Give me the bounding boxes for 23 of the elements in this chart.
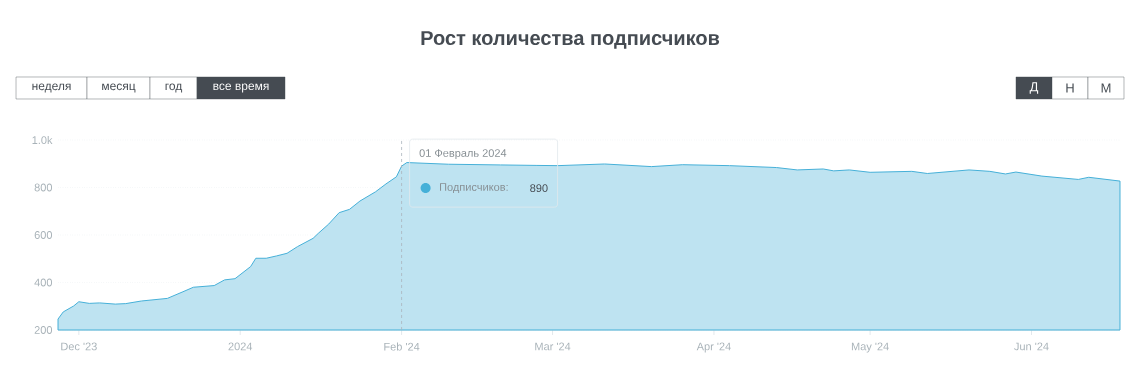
text: Д: [1029, 82, 1039, 94]
x-tick-label: Jun '24: [1014, 342, 1049, 351]
x-tick-label: Mar '24: [535, 342, 571, 351]
y-tick-label: 600: [34, 231, 53, 239]
text: все время: [213, 83, 269, 93]
text: М: [1101, 83, 1111, 93]
annotation: 01 Февраль 2024: [419, 149, 507, 160]
x-tick-label: May '24: [851, 342, 889, 353]
text: неделя: [32, 83, 71, 93]
x-tick-label: Feb '24: [384, 342, 420, 351]
y-tick-label: 200: [34, 326, 53, 334]
y-tick-label: 800: [34, 183, 53, 192]
y-tick-label: 1.0k: [32, 135, 53, 145]
x-tick-label: 2024: [228, 342, 253, 351]
chart-title: Рост количества подписчиков: [421, 31, 720, 49]
text: месяц: [102, 83, 136, 93]
x-tick-label: Apr '24: [696, 342, 731, 353]
legend-label: Подписчиков:: [440, 183, 508, 194]
annotation: 890: [530, 184, 548, 193]
text: Н: [1066, 83, 1074, 93]
text: год: [165, 83, 183, 93]
x-tick-label: Dec '23: [61, 342, 97, 351]
y-tick-label: 400: [34, 278, 53, 287]
